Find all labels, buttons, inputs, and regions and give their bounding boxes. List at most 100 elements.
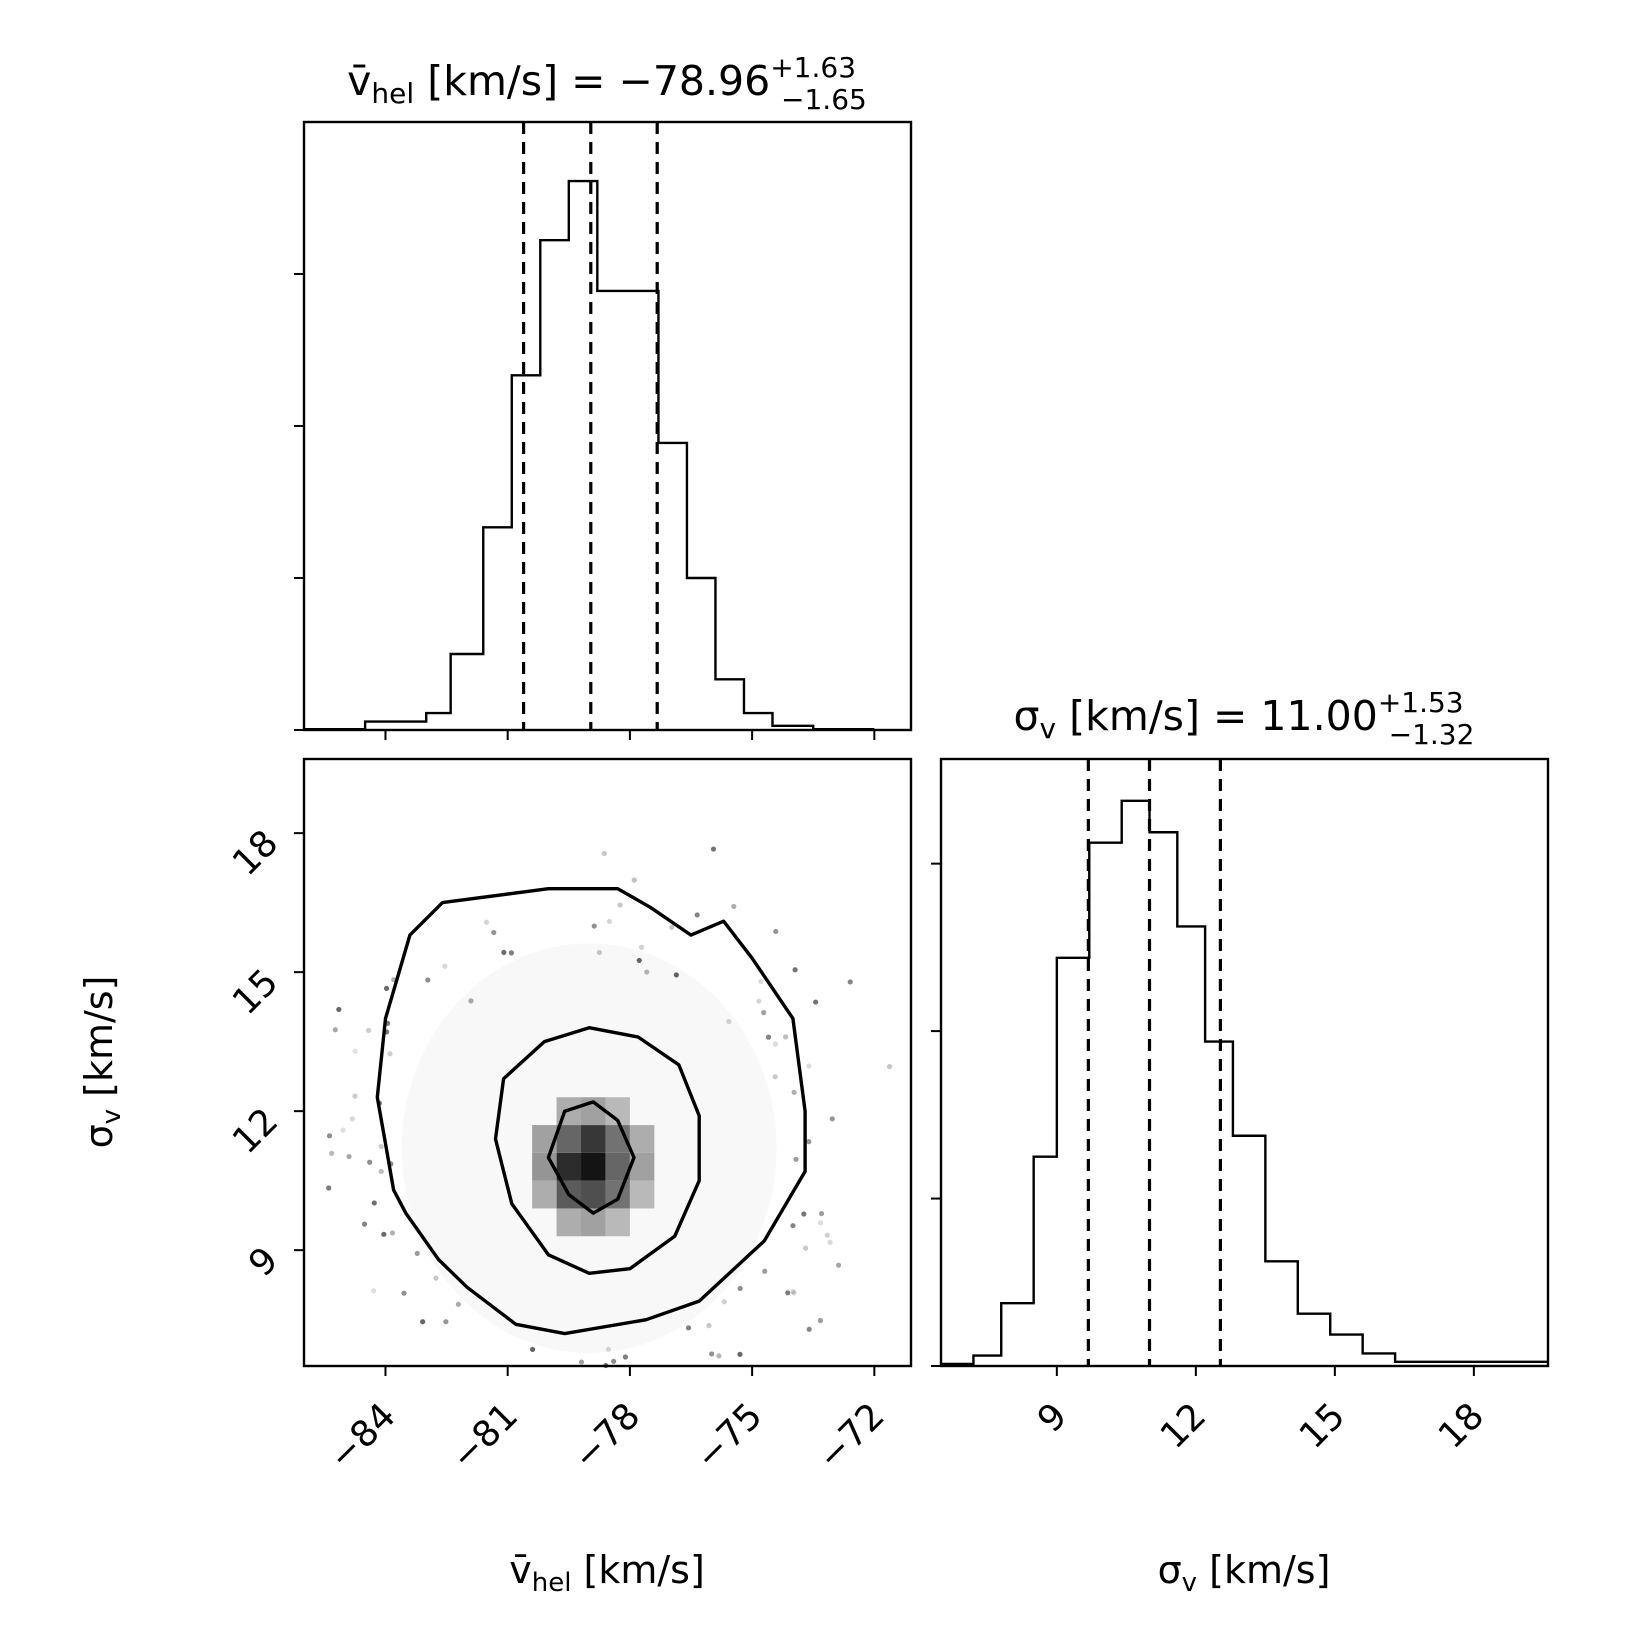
histogram-sigma-bar bbox=[1363, 1353, 1395, 1366]
scatter-point bbox=[806, 1326, 812, 1332]
density-cell bbox=[556, 1208, 582, 1237]
scatter-point bbox=[631, 877, 637, 883]
density-cell bbox=[556, 1125, 582, 1153]
scatter-point bbox=[606, 918, 613, 925]
scatter-point bbox=[414, 1250, 420, 1256]
scatter-point bbox=[790, 1288, 796, 1295]
histogram-sigma-bar bbox=[1265, 1261, 1297, 1366]
scatter-point bbox=[758, 978, 764, 985]
scatter-point bbox=[371, 1200, 377, 1206]
density-cell bbox=[629, 1180, 655, 1209]
histogram-vhel-title: v̄hel [km/s] = −78.96+1.63 −1.65 bbox=[347, 51, 867, 116]
histogram-vhel-bar bbox=[540, 240, 569, 730]
scatter-point bbox=[365, 1027, 372, 1033]
scatter-point bbox=[622, 1354, 629, 1360]
scatter-point bbox=[829, 1116, 835, 1122]
scatter-point bbox=[455, 1301, 461, 1307]
scatter-point bbox=[611, 1358, 617, 1364]
y-tick-label: 15 bbox=[225, 962, 286, 1023]
scatter-point bbox=[785, 1290, 791, 1296]
scatter-point bbox=[381, 1231, 387, 1237]
scatter-point bbox=[491, 929, 497, 936]
scatter-point bbox=[501, 949, 507, 956]
scatter-point bbox=[806, 1063, 812, 1069]
histogram-sigma-xtick-label: 9 bbox=[1030, 1395, 1075, 1440]
contour-line-3 bbox=[375, 887, 807, 1336]
scatter-point bbox=[483, 919, 490, 925]
histogram-sigma-bar bbox=[1233, 1136, 1265, 1366]
scatter-point bbox=[529, 1346, 536, 1353]
scatter-point bbox=[721, 1299, 727, 1305]
scatter-point bbox=[387, 1051, 393, 1057]
scatter-point bbox=[443, 1319, 449, 1325]
scatter-point bbox=[669, 924, 675, 930]
scatter-point bbox=[383, 985, 390, 992]
scatter-point bbox=[824, 1232, 830, 1238]
scatter-point bbox=[685, 1325, 692, 1331]
histogram-vhel-bar bbox=[744, 713, 773, 730]
scatter-point bbox=[792, 967, 798, 973]
histogram-vhel-bar bbox=[483, 527, 512, 730]
scatter-point bbox=[326, 1185, 332, 1191]
scatter-point bbox=[617, 902, 623, 908]
histogram-sigma-title: σv [km/s] = 11.00+1.53 −1.32 bbox=[1014, 686, 1475, 751]
histogram-sigma-step bbox=[941, 799, 1548, 1366]
scatter-point bbox=[818, 1210, 825, 1217]
histogram-sigma-bar bbox=[1150, 832, 1178, 1366]
x-tick-label: −81 bbox=[443, 1395, 526, 1478]
scatter-point bbox=[806, 1139, 812, 1145]
scatter-point bbox=[433, 1275, 439, 1281]
histogram-vhel-bar bbox=[597, 291, 658, 730]
scatter-point bbox=[791, 1089, 797, 1095]
scatter-point bbox=[378, 1143, 384, 1150]
scatter-point bbox=[835, 1262, 842, 1268]
contour-line-1 bbox=[546, 1100, 636, 1215]
contour-line-2 bbox=[493, 1026, 701, 1275]
density-cell bbox=[581, 1180, 606, 1209]
histogram-sigma-bar bbox=[973, 1356, 1001, 1366]
scatter-point bbox=[773, 928, 779, 935]
scatter-point bbox=[827, 1239, 833, 1245]
x-tick-label: −72 bbox=[810, 1395, 893, 1478]
histogram-sigma-bar bbox=[1122, 801, 1150, 1366]
scatter-point bbox=[765, 1034, 772, 1040]
x-tick-label: −84 bbox=[321, 1395, 404, 1478]
density-cell bbox=[556, 1152, 582, 1181]
scatter-point bbox=[367, 1159, 373, 1165]
scatter-point bbox=[756, 998, 762, 1004]
scatter-point bbox=[802, 1245, 809, 1251]
x-axis-label-sigma: σv [km/s] bbox=[1158, 1548, 1331, 1598]
scatter-point bbox=[508, 950, 514, 956]
y-tick-label: 18 bbox=[225, 823, 286, 884]
density-cell bbox=[605, 1208, 630, 1237]
scatter-point bbox=[601, 850, 607, 857]
scatter-point bbox=[772, 1041, 778, 1047]
y-tick-label: 12 bbox=[225, 1101, 286, 1162]
histogram-sigma-bar bbox=[1177, 926, 1205, 1366]
histogram-sigma-panel: 9 12 15 18 σv [km/s] = 11.00+1.53 −1.32 σv [… bbox=[931, 686, 1550, 1598]
scatter-point bbox=[361, 1221, 368, 1227]
y-tick-label: 9 bbox=[241, 1240, 286, 1285]
scatter-point bbox=[378, 1168, 384, 1175]
scatter-point bbox=[737, 1285, 743, 1292]
histogram-vhel-bar bbox=[658, 443, 687, 730]
scatter-point bbox=[332, 1027, 338, 1033]
scatter-point bbox=[886, 1063, 893, 1070]
scatter-point bbox=[638, 944, 645, 950]
scatter-point bbox=[389, 1230, 396, 1236]
scatter-point bbox=[636, 957, 642, 964]
scatter-point bbox=[731, 903, 737, 910]
scatter-point bbox=[716, 1353, 722, 1359]
joint-density-frame bbox=[302, 757, 913, 1368]
histogram-sigma-xtick-label: 15 bbox=[1292, 1395, 1353, 1456]
histogram-vhel-step bbox=[304, 179, 875, 731]
scatter-point bbox=[847, 979, 853, 985]
histogram-vhel-bar bbox=[512, 375, 541, 730]
scatter-point bbox=[761, 1010, 767, 1016]
histogram-sigma-bar bbox=[1298, 1314, 1330, 1366]
scatter-point bbox=[694, 912, 700, 918]
x-axis-label-vhel: v̄hel [km/s] bbox=[509, 1548, 705, 1598]
histogram-sigma-xtick-label: 18 bbox=[1431, 1395, 1492, 1456]
histogram-vhel-panel: v̄hel [km/s] = −78.96+1.63 −1.65 bbox=[294, 51, 913, 740]
density-cell bbox=[532, 1180, 557, 1209]
